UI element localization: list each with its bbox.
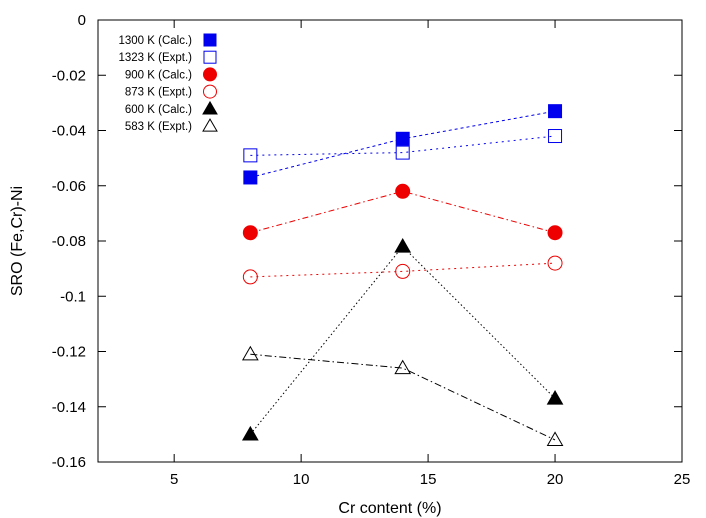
series-line xyxy=(250,353,556,441)
x-axis-title: Cr content (%) xyxy=(338,500,441,517)
x-tick-label: 5 xyxy=(170,471,178,488)
legend-label: 1300 K (Calc.) xyxy=(118,35,192,47)
axis-ticks: 5 10 15 20 25 0 -0.02 -0.04 -0.06 -0.08 -0.1 -0.12 -… xyxy=(52,12,691,488)
data-point xyxy=(395,183,411,199)
data-point xyxy=(547,225,563,241)
legend-marker xyxy=(203,84,217,99)
data-point xyxy=(394,238,412,253)
y-tick-label: -0.08 xyxy=(52,233,86,250)
data-point xyxy=(241,425,259,441)
data-point xyxy=(548,104,563,119)
data-point xyxy=(547,255,563,271)
data-point xyxy=(243,148,258,163)
x-tick-label: 25 xyxy=(674,471,691,488)
legend-label: 583 K (Expt.) xyxy=(125,121,192,133)
x-tick-label: 10 xyxy=(293,471,310,488)
legend-marker xyxy=(202,100,218,115)
series-line xyxy=(250,262,556,278)
legend-marker xyxy=(203,33,217,47)
data-point xyxy=(548,129,563,144)
legend-marker xyxy=(202,118,218,132)
y-axis-title: SRO (Fe,Cr)-Ni xyxy=(9,186,26,296)
series-0 xyxy=(243,104,563,185)
x-tick-label: 20 xyxy=(547,471,564,488)
y-tick-label: -0.14 xyxy=(52,399,86,416)
legend: 1300 K (Calc.) 1323 K (Expt.) 900 K (Calc.… xyxy=(118,33,218,133)
data-point xyxy=(243,170,258,185)
data-point xyxy=(242,225,258,241)
y-tick-label: -0.12 xyxy=(52,344,86,361)
series-layer xyxy=(241,104,564,447)
series-3 xyxy=(242,255,563,285)
x-tick-label: 15 xyxy=(420,471,437,488)
legend-label: 873 K (Expt.) xyxy=(125,87,192,99)
series-4 xyxy=(241,238,564,441)
series-line xyxy=(249,245,556,435)
y-tick-label: -0.06 xyxy=(52,178,86,195)
data-point xyxy=(395,263,411,279)
data-point xyxy=(395,145,410,160)
data-point xyxy=(394,359,412,375)
series-5 xyxy=(241,345,564,447)
legend-marker xyxy=(203,50,217,64)
legend-marker xyxy=(203,67,217,82)
legend-label: 900 K (Calc.) xyxy=(125,69,192,81)
y-tick-label: -0.04 xyxy=(52,123,86,140)
series-1 xyxy=(243,129,563,163)
y-tick-label: -0.16 xyxy=(52,454,86,471)
legend-label: 1323 K (Expt.) xyxy=(118,52,192,64)
data-point xyxy=(241,345,259,361)
y-tick-label: -0.1 xyxy=(60,288,86,305)
data-point xyxy=(546,431,564,447)
y-tick-label: -0.02 xyxy=(52,67,86,84)
data-point xyxy=(242,269,258,285)
series-2 xyxy=(242,183,563,241)
data-point xyxy=(546,389,564,405)
data-point xyxy=(395,131,410,146)
y-tick-label: 0 xyxy=(78,12,86,29)
legend-label: 600 K (Calc.) xyxy=(125,104,192,116)
